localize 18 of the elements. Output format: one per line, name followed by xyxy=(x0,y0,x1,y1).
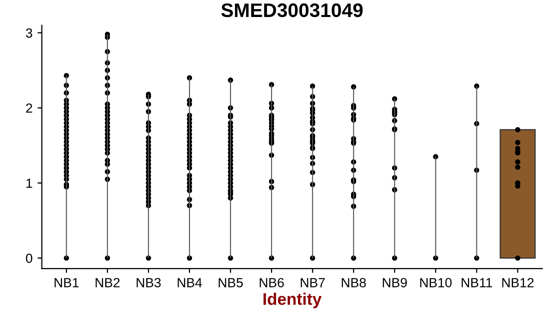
x-tick-label: NB4 xyxy=(178,278,202,288)
x-tick-label: NB12 xyxy=(502,278,534,288)
y-tick-label: 0 xyxy=(26,254,32,263)
x-tick-label: NB1 xyxy=(54,278,79,288)
x-tick-label: NB3 xyxy=(136,278,161,288)
x-tick-label: NB8 xyxy=(342,278,366,288)
x-axis-title: Identity xyxy=(264,292,322,308)
x-tick-label: NB9 xyxy=(382,278,407,288)
y-tick-label: 3 xyxy=(26,28,32,38)
x-tick-label: NB7 xyxy=(300,278,325,288)
x-tick-label: NB10 xyxy=(420,278,452,288)
x-tick-label: NB2 xyxy=(96,278,120,288)
x-tick-label: NB6 xyxy=(260,278,284,288)
y-tick-label: 2 xyxy=(26,103,32,113)
y-tick-label: 1 xyxy=(26,178,32,188)
x-tick-label: NB5 xyxy=(218,278,243,288)
chart-title: SMED30031049 xyxy=(221,3,363,18)
x-tick-label: NB11 xyxy=(462,278,492,288)
